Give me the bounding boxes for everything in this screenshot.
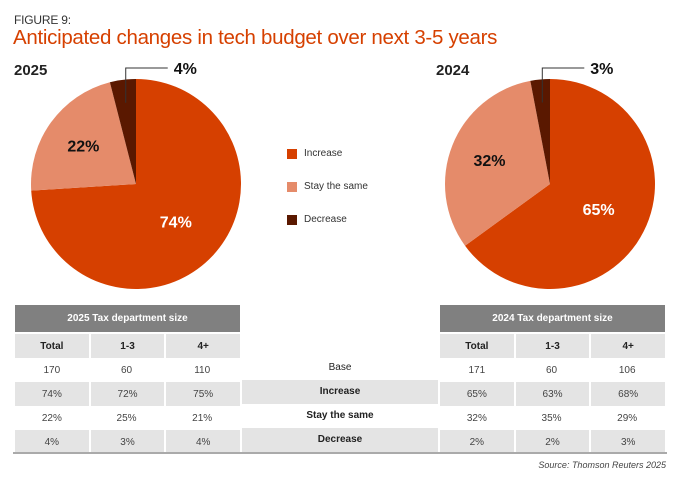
table-cell: 32% [466,412,487,424]
slice-label-increase: 65% [583,202,615,219]
col-header-4plus: 4+ [589,332,665,358]
table-row: 170 60 110 [15,358,240,382]
row-labels: Base Increase Stay the same Decrease [240,356,440,452]
slice-increase [465,79,655,289]
callout-line [541,67,585,103]
table-cell: 171 [468,364,486,376]
slice-label-stay: 22% [67,139,99,156]
table-bottom-rule [13,452,667,454]
table-2024: 2024 Tax department size Total 1-3 4+ 17… [440,305,665,454]
legend-swatch-decrease [287,214,297,225]
table-row: 65% 63% 68% [440,382,665,406]
table-2025-title: 2025 Tax department size [15,305,240,332]
slice-stay [30,82,136,191]
table-cell: 60 [545,364,558,376]
slice-label-decrease: 4% [174,61,197,78]
col-header-1-3: 1-3 [88,332,165,358]
table-row: 4% 3% 4% [15,430,240,454]
legend-swatch-stay [287,181,297,192]
table-cell: 3% [88,430,165,454]
col-header-total: Total [15,332,89,358]
slice-label-increase: 74% [160,214,192,231]
slice-decrease [109,79,136,184]
legend-swatch-increase [287,148,297,159]
table-cell: 4% [164,430,240,454]
table-row: 2% 2% 3% [440,430,665,454]
row-label-stay: Stay the same [306,410,374,421]
slice-label-decrease: 3% [590,61,613,78]
col-header-total: Total [440,332,514,358]
legend-label: Increase [304,148,343,159]
figure-title: Anticipated changes in tech budget over … [13,26,498,49]
col-header-4plus: 4+ [164,332,240,358]
table-row: 171 60 106 [440,358,665,382]
table-2025: 2025 Tax department size Total 1-3 4+ 17… [15,305,240,454]
col-header-1-3: 1-3 [513,332,590,358]
slice-decrease [530,79,550,184]
row-label-increase: Increase [240,380,440,404]
table-cell: 170 [43,364,61,376]
legend-item-decrease: Decrease [287,203,368,236]
table-cell: 72% [88,382,165,406]
table-cell: 60 [120,364,133,376]
legend-item-increase: Increase [287,137,368,170]
table-cell: 110 [194,364,211,376]
table-row: 22% 25% 21% [15,406,240,430]
table-cell: 3% [589,430,665,454]
table-cell: 106 [618,364,636,376]
table-cell: 25% [116,412,137,424]
pie-2024: 65% 32% 3% [444,61,655,289]
table-row: 74% 72% 75% [15,382,240,406]
source-note: Source: Thomson Reuters 2025 [538,460,666,470]
slice-stay [444,80,550,246]
table-cell: 4% [15,430,89,454]
callout-line [125,67,168,103]
legend-label: Decrease [304,214,347,225]
table-cell: 74% [15,382,89,406]
legend-label: Stay the same [304,181,368,192]
legend: Increase Stay the same Decrease [287,137,368,236]
pie-2025-title: 2025 [14,62,48,79]
table-cell: 22% [41,412,62,424]
legend-item-stay: Stay the same [287,170,368,203]
figure-label: FIGURE 9: [14,13,71,27]
table-cell: 75% [164,382,240,406]
table-cell: 68% [589,382,665,406]
row-label-decrease: Decrease [240,428,440,452]
table-cell: 21% [192,412,213,424]
table-cell: 35% [541,412,562,424]
table-cell: 29% [617,412,638,424]
table-row: 32% 35% 29% [440,406,665,430]
table-cell: 2% [513,430,590,454]
pie-2024-title: 2024 [436,62,470,79]
table-cell: 65% [440,382,514,406]
pie-charts: 74% 22% 4% 65% 32% 3% [30,61,655,290]
slice-increase [31,79,241,290]
pie-2025: 74% 22% 4% [30,61,241,290]
table-cell: 63% [513,382,590,406]
table-2024-title: 2024 Tax department size [440,305,665,332]
row-label-base: Base [328,362,352,373]
table-cell: 2% [440,430,514,454]
slice-label-stay: 32% [473,153,505,170]
